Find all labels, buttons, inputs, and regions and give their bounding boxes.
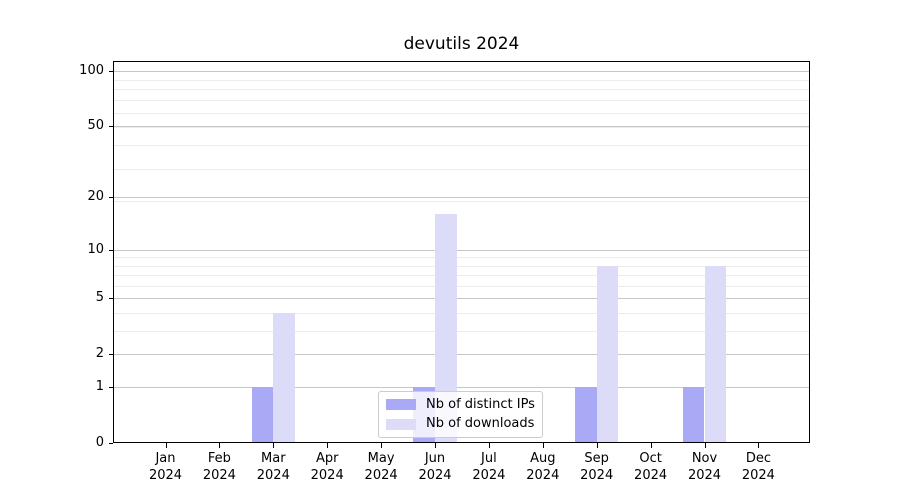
gridline-major: [113, 70, 810, 72]
x-tick-label: Feb 2024: [202, 451, 236, 483]
x-tick-mark: [650, 443, 652, 448]
legend-item-distinct-ips: Nb of distinct IPs: [386, 397, 535, 413]
y-tick-mark: [109, 197, 113, 199]
gridline-major: [113, 125, 810, 127]
gridline-minor: [113, 286, 810, 287]
legend-swatch-downloads: [386, 418, 416, 430]
gridline-minor: [113, 275, 810, 277]
y-tick-mark: [109, 387, 113, 389]
y-tick-label: 0: [95, 435, 104, 450]
gridline-minor: [113, 89, 810, 91]
y-tick-mark: [109, 249, 113, 251]
gridline-minor: [113, 100, 810, 102]
gridline-major: [113, 249, 810, 251]
x-tick-label: Apr 2024: [310, 451, 344, 483]
gridline-minor: [113, 265, 810, 267]
x-tick-mark: [488, 443, 490, 448]
x-tick-mark: [596, 443, 598, 448]
bar-downloads: [435, 214, 457, 443]
gridline-major: [113, 197, 810, 199]
gridline-minor: [113, 112, 810, 114]
gridline-minor: [113, 168, 810, 170]
legend: Nb of distinct IPs Nb of downloads: [378, 391, 543, 438]
x-tick-mark: [219, 443, 221, 448]
y-tick-mark: [109, 443, 113, 444]
gridline-minor: [113, 331, 810, 333]
x-tick-mark: [273, 443, 275, 448]
gridline-minor: [113, 313, 810, 315]
x-tick-mark: [381, 443, 383, 448]
y-tick-mark: [109, 70, 113, 72]
bar-distinct-ips: [251, 387, 274, 443]
x-tick-label: Jul 2024: [472, 451, 506, 483]
gridline-major: [113, 298, 810, 300]
x-tick-label: Oct 2024: [634, 451, 668, 483]
y-tick-label: 20: [87, 189, 104, 205]
x-tick-label: Jun 2024: [418, 451, 452, 483]
legend-item-downloads: Nb of downloads: [386, 416, 535, 432]
x-tick-label: Nov 2024: [687, 451, 722, 483]
bar-downloads: [596, 265, 619, 443]
y-tick-label: 5: [95, 290, 104, 306]
y-tick-mark: [109, 125, 113, 127]
x-tick-label: May 2024: [364, 451, 398, 483]
x-tick-label: Sep 2024: [580, 451, 614, 483]
bar-downloads: [704, 265, 727, 443]
y-tick-label: 10: [87, 241, 104, 257]
gridline-minor: [113, 145, 810, 147]
y-tick-mark: [109, 298, 113, 300]
bar-downloads: [273, 313, 295, 443]
y-tick-label: 100: [79, 62, 104, 78]
x-tick-mark: [165, 443, 167, 448]
gridline-major: [113, 354, 810, 356]
x-tick-mark: [704, 443, 706, 448]
bar-distinct-ips: [575, 387, 597, 443]
legend-label-distinct-ips: Nb of distinct IPs: [426, 396, 535, 412]
legend-label-downloads: Nb of downloads: [426, 416, 535, 432]
y-tick-mark: [109, 354, 113, 356]
gridline-minor: [113, 127, 810, 129]
x-tick-label: Jan 2024: [148, 451, 183, 483]
legend-swatch-distinct-ips: [386, 399, 416, 411]
x-tick-label: Dec 2024: [741, 451, 775, 483]
y-tick-label: 1: [95, 379, 104, 395]
x-tick-label: Aug 2024: [526, 451, 560, 483]
y-tick-label: 50: [87, 117, 104, 133]
y-tick-label: 2: [95, 346, 104, 362]
x-tick-mark: [542, 443, 544, 448]
chart-title: devutils 2024: [403, 34, 520, 54]
x-tick-mark: [435, 443, 436, 448]
gridline-minor: [113, 79, 810, 81]
gridline-major: [113, 387, 810, 389]
plot-area: [113, 61, 810, 443]
x-tick-mark: [327, 443, 329, 448]
bar-distinct-ips: [682, 387, 705, 443]
x-tick-mark: [758, 443, 760, 448]
gridline-minor: [113, 201, 810, 203]
gridline-minor: [113, 257, 810, 259]
x-tick-label: Mar 2024: [256, 451, 290, 483]
